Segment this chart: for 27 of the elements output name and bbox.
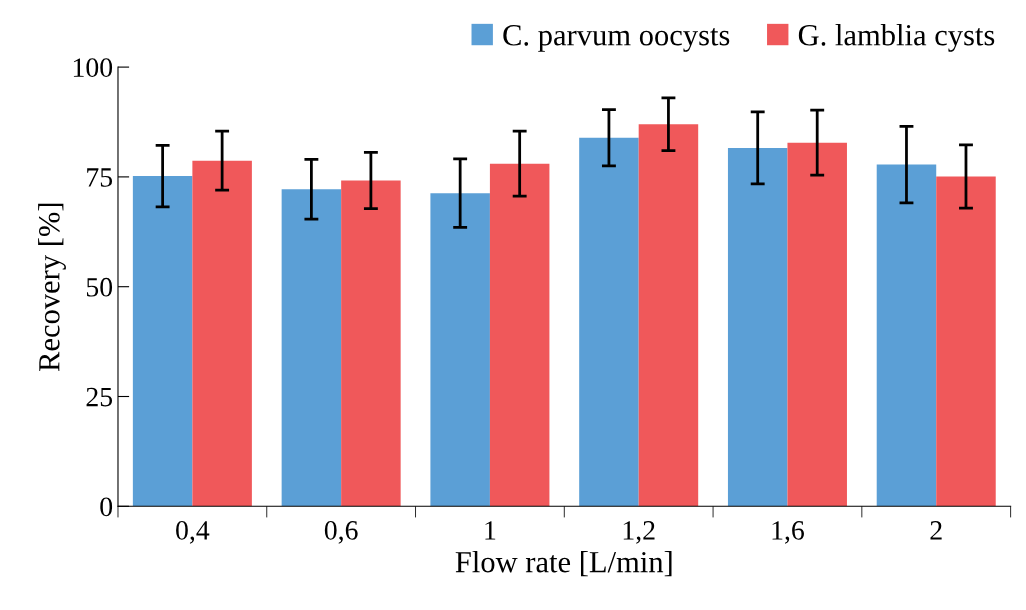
y-axis-title: Recovery [%] bbox=[38, 203, 66, 372]
bar bbox=[341, 180, 401, 507]
bar bbox=[579, 137, 639, 507]
x-tick-label: 1 bbox=[485, 521, 496, 540]
x-tick-label: 1,6 bbox=[772, 521, 804, 544]
x-tick-label: 1,2 bbox=[623, 521, 655, 544]
bar bbox=[936, 176, 996, 507]
y-tick-label: 100 bbox=[73, 58, 113, 78]
bar bbox=[727, 147, 788, 507]
bar bbox=[132, 176, 193, 507]
x-axis-title: Flow rate [L/min] bbox=[455, 550, 672, 577]
x-tick-label: 2 bbox=[930, 521, 942, 540]
y-tick-label: 0 bbox=[100, 497, 113, 517]
y-tick-label: 25 bbox=[86, 387, 113, 407]
bar bbox=[430, 193, 490, 507]
bar bbox=[281, 189, 342, 507]
x-tick-label: 0,4 bbox=[176, 520, 210, 544]
legend-label: C. parvum oocysts bbox=[503, 25, 730, 52]
bar bbox=[489, 163, 550, 507]
legend-label: G. lamblia cysts bbox=[798, 24, 995, 52]
x-tick-label: 0,6 bbox=[324, 520, 358, 544]
y-tick-label: 50 bbox=[86, 277, 113, 297]
bar bbox=[876, 164, 937, 507]
bar bbox=[192, 160, 252, 507]
y-tick-label: 75 bbox=[87, 168, 113, 187]
bar bbox=[787, 142, 847, 507]
bar bbox=[638, 124, 699, 507]
